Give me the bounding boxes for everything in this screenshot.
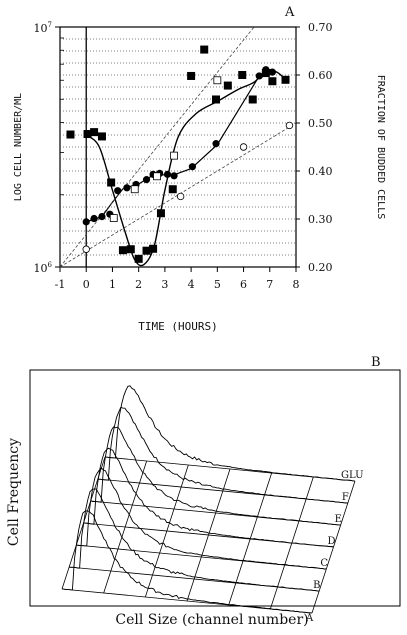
frequency-trace — [97, 406, 348, 504]
frequency-trace — [69, 488, 320, 592]
open-circle-point — [239, 143, 248, 151]
filled-circle-point — [82, 218, 90, 226]
left-y-tick-label: 106 — [34, 261, 53, 275]
filled-square-point — [118, 246, 127, 255]
filled-square-point — [90, 128, 99, 137]
filled-circle-point — [142, 176, 151, 184]
panel-b-curves — [61, 385, 355, 614]
panel-a-gridlines — [60, 27, 296, 267]
x-tick-label: -1 — [55, 278, 66, 291]
filled-circle-point — [170, 172, 178, 180]
right-y-tick-label: 0.30 — [308, 213, 333, 226]
filled-square-point — [212, 95, 221, 104]
filled-square-point — [156, 209, 165, 218]
right-y-tick-label: 0.40 — [308, 165, 333, 178]
x-tick-label: 8 — [293, 278, 300, 291]
panel-a-chart: -1 0 1 2 3 4 5 6 7 8 0.20 0.30 0.40 0.50 0.60 0.70 106 10… — [13, 5, 386, 333]
x-tick-label: 3 — [161, 278, 168, 291]
open-circle-point — [285, 121, 294, 130]
panel-b-x-axis-label: Cell Size (channel number) — [115, 612, 308, 628]
series-label: F — [342, 492, 349, 503]
dashed-fit-line — [59, 26, 255, 268]
filled-square-point — [83, 130, 92, 139]
series-label: C — [320, 558, 328, 569]
filled-circle-point — [262, 66, 270, 74]
series-label: GLU — [341, 470, 364, 481]
filled-circle-point — [268, 68, 276, 76]
dashed-fit-line — [59, 122, 297, 268]
x-tick-label: 0 — [83, 278, 90, 291]
panel-b-y-axis-label: Cell Frequency — [6, 438, 22, 546]
base-grid-line — [103, 460, 148, 594]
x-tick-label: 6 — [240, 278, 247, 291]
frequency-trace — [83, 447, 334, 548]
right-y-tick-label: 0.70 — [308, 21, 333, 34]
left-y-tick-label: 107 — [34, 21, 52, 35]
filled-circle-point — [123, 184, 131, 192]
filled-square-point — [134, 254, 143, 263]
filled-circle-point — [255, 72, 263, 80]
panel-b-frame — [29, 369, 401, 607]
panel-a-label: A — [284, 5, 295, 20]
series-label: E — [335, 514, 342, 525]
filled-square-point — [248, 95, 257, 104]
filled-square-point — [126, 245, 135, 254]
panel-b-label: B — [371, 355, 381, 370]
filled-square-point — [281, 75, 290, 84]
filled-square-point — [187, 71, 196, 80]
panel-a-x-axis-label: TIME (HOURS) — [138, 320, 217, 333]
right-y-tick-label: 0.60 — [308, 69, 333, 82]
filled-square-point — [238, 71, 247, 79]
filled-square-point — [66, 130, 75, 139]
frequency-trace — [104, 385, 355, 482]
panel-a-left-y-axis-label: LOG CELL NUMBER/ML — [13, 93, 24, 201]
series-label: B — [313, 580, 320, 591]
filled-square-point — [107, 178, 116, 187]
panel-a-markers — [66, 45, 294, 263]
open-circle-point — [176, 192, 185, 201]
filled-square-point — [268, 77, 277, 86]
filled-circle-point — [163, 170, 172, 178]
open-square-point — [109, 214, 118, 222]
right-y-tick-label: 0.20 — [308, 261, 333, 274]
frequency-trace — [76, 467, 327, 570]
x-tick-label: 4 — [188, 278, 195, 291]
filled-square-point — [149, 244, 158, 253]
panel-a-ticks: -1 0 1 2 3 4 5 6 7 8 0.20 0.30 0.40 0.50 0.60 0.70 106 10… — [34, 21, 333, 291]
open-square-point — [153, 172, 161, 181]
x-tick-label: 5 — [214, 278, 221, 291]
filled-square-point — [200, 45, 209, 54]
series-label: D — [328, 536, 336, 547]
filled-circle-point — [114, 187, 122, 195]
series-label: A — [305, 613, 314, 624]
filled-circle-point — [188, 163, 197, 171]
filled-square-point — [168, 185, 177, 194]
x-tick-label: 7 — [266, 278, 273, 291]
filled-circle-point — [212, 140, 220, 148]
filled-circle-point — [90, 214, 98, 223]
panel-a-right-y-axis-label: FRACTION OF BUDDED CELLS — [375, 75, 386, 220]
open-circle-point — [82, 245, 90, 253]
x-tick-label: 2 — [135, 278, 142, 291]
frequency-trace — [61, 510, 312, 614]
filled-square-point — [142, 246, 151, 255]
x-tick-label: 1 — [109, 278, 116, 291]
filled-square-point — [223, 81, 232, 90]
base-grid-line — [186, 468, 231, 602]
filled-circle-point — [98, 213, 106, 221]
right-y-tick-label: 0.50 — [308, 117, 333, 130]
frequency-trace — [90, 426, 341, 526]
filled-square-point — [97, 132, 106, 141]
base-grid-line — [144, 464, 189, 598]
open-square-point — [170, 151, 178, 160]
open-square-point — [213, 76, 222, 85]
open-square-point — [130, 185, 139, 194]
